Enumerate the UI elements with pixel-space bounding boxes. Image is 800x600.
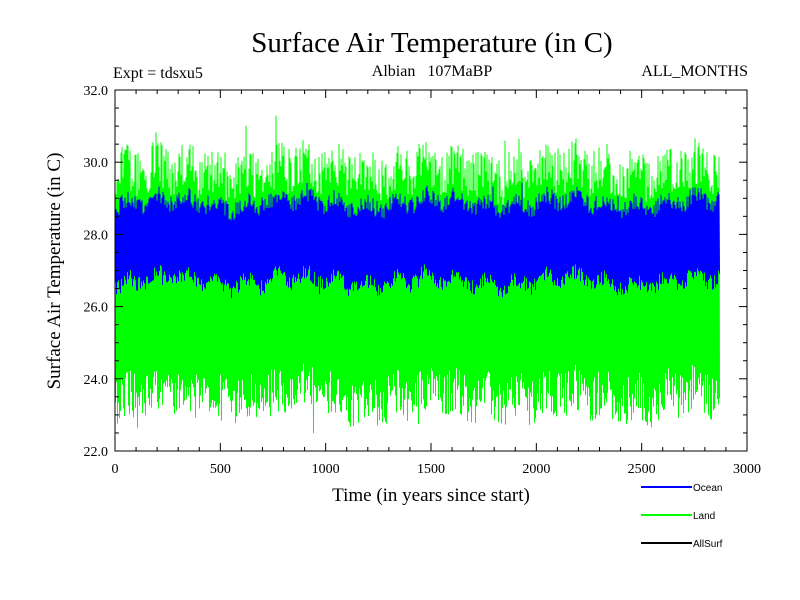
period-label: ALL_MONTHS: [641, 63, 748, 80]
experiment-label: Expt = tdsxu5: [113, 65, 203, 82]
y-tick-label: 32.0: [84, 84, 109, 99]
series-line-ocean: [115, 182, 720, 299]
x-tick-label: 2500: [628, 462, 656, 477]
legend-label-ocean: Ocean: [693, 483, 722, 494]
axis-ticks: 0 500 1000 1500 2000 2500 3000 22.0 24.0 26.0 28.0…: [84, 84, 762, 477]
x-tick-label: 2000: [522, 462, 550, 477]
y-tick-label: 24.0: [84, 373, 109, 388]
x-tick-label: 500: [210, 462, 231, 477]
series-layer: [115, 115, 720, 434]
legend-label-allsurf: AllSurf: [693, 539, 723, 550]
x-tick-label: 0: [112, 462, 119, 477]
chart-title: Surface Air Temperature (in C): [251, 27, 612, 59]
x-tick-label: 3000: [733, 462, 761, 477]
legend: Ocean Land AllSurf: [641, 483, 723, 550]
x-axis-label: Time (in years since start): [332, 485, 530, 506]
x-tick-label: 1000: [312, 462, 340, 477]
chart-subtitle: Albian 107MaBP: [372, 63, 493, 80]
y-tick-label: 30.0: [84, 156, 109, 171]
y-tick-label: 28.0: [84, 228, 109, 243]
legend-label-land: Land: [693, 511, 715, 522]
y-axis-label: Surface Air Temperature (in C): [44, 153, 65, 390]
x-tick-label: 1500: [417, 462, 445, 477]
y-tick-label: 22.0: [84, 445, 109, 460]
y-tick-label: 26.0: [84, 301, 109, 316]
